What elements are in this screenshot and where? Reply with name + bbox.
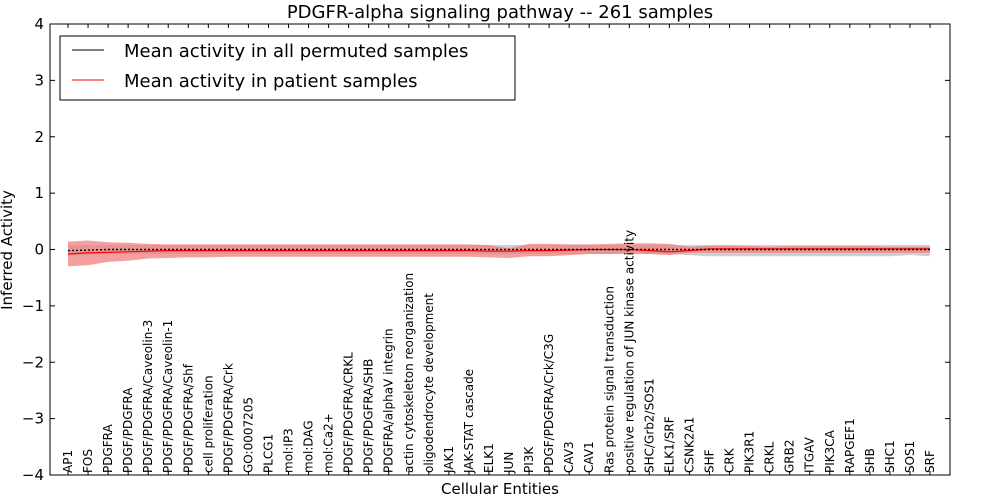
y-tick-label: −2 [22, 353, 44, 371]
x-tick-label: SRF [923, 450, 937, 473]
x-tick-label: ELK1/SRF [662, 416, 676, 473]
x-tick-label: GO:0007205 [241, 397, 255, 473]
y-tick-label: 2 [34, 128, 44, 146]
x-tick-label: mol:DAG [302, 420, 316, 473]
x-tick-label: CSNK2A1 [682, 417, 696, 473]
x-tick-label: PDGF/PDGFRA/Shf [181, 363, 195, 473]
x-tick-label: JAK-STAT cascade [462, 369, 476, 474]
x-tick-label: Ras protein signal transduction [602, 286, 616, 473]
x-tick-label: CRKL [763, 441, 777, 473]
y-tick-label: −1 [22, 297, 44, 315]
x-tick-label: ELK1 [482, 443, 496, 473]
y-tick-label: −4 [22, 466, 44, 484]
x-tick-label: AP1 [61, 450, 75, 473]
y-tick-label: −3 [22, 410, 44, 428]
x-tick-label: JUN [502, 452, 516, 474]
x-tick-label: PDGF/PDGFRA/Caveolin-1 [161, 320, 175, 473]
x-tick-label: CAV3 [562, 441, 576, 473]
x-tick-label: positive regulation of JUN kinase activi… [622, 230, 636, 473]
x-tick-label: PI3K [522, 446, 536, 473]
x-tick-label: SHF [703, 449, 717, 473]
x-tick-label: CRK [723, 447, 737, 473]
x-tick-label: PDGF/PDGFRA/Caveolin-3 [141, 320, 155, 473]
line-patient [67, 248, 930, 255]
x-tick-label: SHC1 [883, 440, 897, 473]
y-axis-label: Inferred Activity [0, 190, 16, 310]
x-tick-label: PDGF/PDGFRA/Crk/C3G [542, 334, 556, 473]
x-tick-label: JAK1 [442, 446, 456, 474]
band-patient [68, 240, 930, 267]
x-tick-label: cell proliferation [201, 375, 215, 473]
x-tick-label: PDGF/PDGFRA/Crk [221, 363, 235, 473]
legend: Mean activity in all permuted samples Me… [59, 35, 516, 101]
confidence-bands [68, 240, 930, 267]
y-axis: −4 −3 −2 −1 0 1 2 3 4 [22, 15, 950, 484]
y-tick-label: 3 [34, 71, 44, 89]
x-tick-label: SHB [863, 448, 877, 473]
x-tick-label: actin cytoskeleton reorganization [402, 273, 416, 473]
x-tick-label: FOS [81, 449, 95, 473]
x-tick-label: PDGFRA [101, 423, 115, 473]
x-tick-label: PIK3R1 [743, 431, 757, 473]
x-tick-label: PDGF/PDGFRA [121, 387, 135, 473]
legend-box [59, 35, 516, 101]
x-tick-label: PDGFRA/alphaV integrin [382, 328, 396, 473]
y-tick-label: 1 [34, 184, 44, 202]
y-tick-label: 4 [34, 15, 44, 33]
x-tick-label: SOS1 [903, 441, 917, 473]
x-tick-label: SHC/Grb2/SOS1 [642, 378, 656, 473]
x-tick-label: mol:Ca2+ [322, 413, 336, 473]
x-axis-label: Cellular Entities [441, 480, 559, 498]
x-tick-label: PDGF/PDGFRA/SHB [362, 359, 376, 473]
x-tick-label: oligodendrocyte development [422, 293, 436, 473]
x-tick-label: mol:IP3 [282, 428, 296, 473]
x-tick-label: CAV1 [582, 441, 596, 473]
x-tick-label: PIK3CA [823, 429, 837, 473]
x-tick-label: PLCG1 [262, 434, 276, 473]
y-tick-label: 0 [34, 241, 44, 259]
x-tick-label: ITGAV [803, 436, 817, 473]
x-axis: AP1 FOS PDGFRA PDGF/PDGFRA PDGF/PDGFRA/Caveo… [61, 24, 937, 475]
legend-label-permuted: Mean activity in all permuted samples [124, 41, 468, 62]
x-tick-label: RAPGEF1 [843, 418, 857, 473]
x-tick-label: PDGF/PDGFRA/CRKL [342, 352, 356, 473]
x-tick-label: GRB2 [783, 439, 797, 473]
legend-label-patient: Mean activity in patient samples [124, 71, 418, 92]
series-lines [67, 248, 930, 255]
chart-title: PDGFR-alpha signaling pathway -- 261 sam… [287, 2, 713, 23]
